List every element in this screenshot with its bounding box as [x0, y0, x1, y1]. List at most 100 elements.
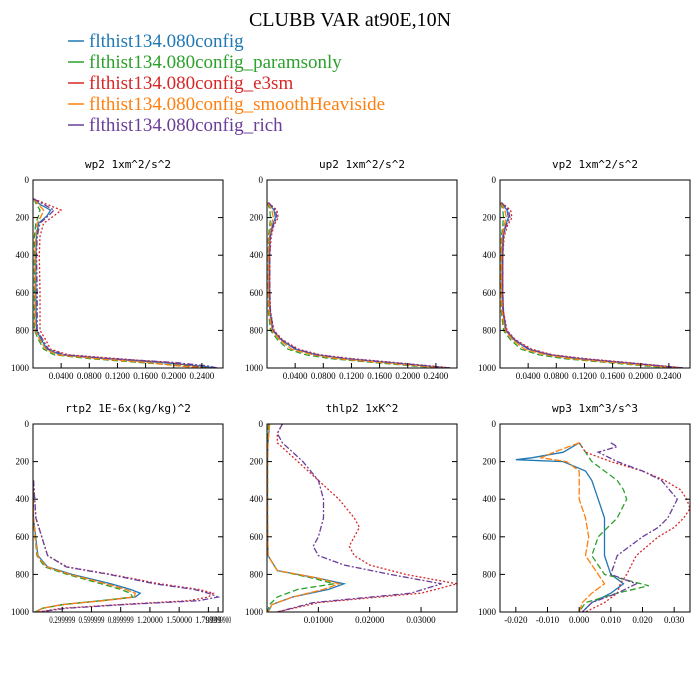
y-tick-label-5-4: 800 — [483, 569, 497, 579]
x-tick-label-2-2: 0.1200 — [572, 371, 597, 381]
series-line-5-0 — [515, 442, 625, 612]
y-tick-label-0-2: 400 — [16, 250, 30, 260]
y-tick-label-0-5: 1000 — [11, 363, 30, 373]
series-line-4-4 — [276, 424, 442, 612]
y-tick-label-4-2: 400 — [250, 494, 264, 504]
y-tick-label-2-4: 800 — [483, 325, 497, 335]
x-tick-label-1-2: 0.1200 — [339, 371, 364, 381]
series-line-1-3 — [267, 202, 447, 368]
x-tick-label-0-2: 0.1200 — [105, 371, 130, 381]
x-tick-label-0-0: 0.0400 — [49, 371, 74, 381]
x-tick-label-3-0: 0.299999 — [49, 615, 75, 625]
panel-title-2: vp2 1xm^2/s^2 — [552, 158, 638, 171]
plot-frame-3 — [32, 423, 224, 613]
x-tick-label-1-0: 0.0400 — [283, 371, 308, 381]
y-tick-label-1-5: 1000 — [245, 363, 264, 373]
x-tick-label-1-3: 0.1600 — [367, 371, 392, 381]
series-line-5-4 — [581, 442, 679, 612]
series-line-5-2 — [578, 442, 690, 612]
y-tick-label-5-3: 600 — [483, 532, 497, 542]
y-tick-label-4-3: 600 — [250, 532, 264, 542]
series-line-2-3 — [500, 202, 680, 368]
y-tick-label-3-1: 200 — [16, 457, 30, 467]
y-tick-label-4-5: 1000 — [245, 607, 264, 617]
y-tick-label-1-4: 800 — [250, 325, 264, 335]
legend-label-4: flthist134.080config_rich — [89, 115, 283, 136]
panel-5: wp3 1xm^3/s^3 0 200 400 600 800 1000 -0.020 -0.0… — [478, 402, 691, 625]
y-tick-label-2-2: 400 — [483, 250, 497, 260]
series-line-0-3 — [33, 198, 202, 368]
panel-title-0: wp2 1xm^2/s^2 — [85, 158, 171, 171]
x-tick-label-2-3: 0.1600 — [600, 371, 625, 381]
y-tick-label-2-5: 1000 — [478, 363, 497, 373]
x-tick-label-1-4: 0.2000 — [395, 371, 420, 381]
legend: flthist134.080configflthist134.080config… — [68, 31, 385, 136]
y-tick-label-4-0: 0 — [259, 419, 264, 429]
y-tick-label-3-4: 800 — [16, 569, 30, 579]
x-tick-label-0-3: 0.1600 — [133, 371, 158, 381]
legend-label-1: flthist134.080config_paramsonly — [89, 52, 342, 73]
panel-0: wp2 1xm^2/s^2 0 200 400 600 800 1000 0.0400 0.08… — [11, 158, 224, 381]
y-tick-label-1-2: 400 — [250, 250, 264, 260]
series-line-2-4 — [500, 202, 684, 368]
x-tick-label-5-5: 0.030 — [664, 615, 685, 625]
x-tick-label-3-6: 1.89999900 — [205, 615, 231, 625]
x-tick-label-1-5: 0.2400 — [424, 371, 449, 381]
x-tick-label-3-4: 1.50000 — [166, 615, 192, 625]
x-tick-label-5-3: 0.010 — [601, 615, 622, 625]
x-tick-label-3-1: 0.599999 — [78, 615, 104, 625]
y-tick-label-1-3: 600 — [250, 288, 264, 298]
series-line-5-1 — [578, 442, 649, 612]
series-line-1-4 — [267, 202, 451, 368]
y-tick-label-5-1: 200 — [483, 457, 497, 467]
series-line-3-4 — [33, 480, 221, 612]
series-line-0-4 — [33, 198, 218, 368]
y-tick-label-0-0: 0 — [25, 175, 30, 185]
y-tick-label-5-0: 0 — [492, 419, 497, 429]
legend-label-2: flthist134.080config_e3sm — [89, 73, 293, 94]
panel-3: rtp2 1E-6x(kg/kg)^2 0 200 400 600 800 1000 0.29… — [11, 402, 231, 625]
y-tick-label-1-0: 0 — [259, 175, 264, 185]
y-tick-label-0-3: 600 — [16, 288, 30, 298]
x-tick-label-0-1: 0.0800 — [77, 371, 102, 381]
plot-frame-0 — [32, 179, 224, 369]
x-tick-label-2-5: 0.2400 — [657, 371, 682, 381]
x-tick-label-3-2: 0.899999 — [108, 615, 134, 625]
y-tick-label-0-4: 800 — [16, 325, 30, 335]
panel-title-5: wp3 1xm^3/s^3 — [552, 402, 638, 415]
panel-title-3: rtp2 1E-6x(kg/kg)^2 — [65, 402, 191, 415]
x-tick-label-3-3: 1.20000 — [137, 615, 163, 625]
plot-frame-1 — [266, 179, 458, 369]
series-line-3-3 — [33, 480, 137, 612]
x-tick-label-1-1: 0.0800 — [311, 371, 336, 381]
y-tick-label-1-1: 200 — [250, 213, 264, 223]
panel-title-1: up2 1xm^2/s^2 — [319, 158, 405, 171]
y-tick-label-4-4: 800 — [250, 569, 264, 579]
series-line-4-2 — [276, 424, 457, 612]
y-tick-label-4-1: 200 — [250, 457, 264, 467]
y-tick-label-3-2: 400 — [16, 494, 30, 504]
x-tick-label-5-1: -0.010 — [536, 615, 560, 625]
panel-2: vp2 1xm^2/s^2 0 200 400 600 800 1000 0.0400 0.08… — [478, 158, 691, 381]
y-tick-label-3-3: 600 — [16, 532, 30, 542]
x-tick-label-0-4: 0.2000 — [161, 371, 186, 381]
y-tick-label-5-5: 1000 — [478, 607, 497, 617]
plot-frame-2 — [499, 179, 691, 369]
x-tick-label-2-1: 0.0800 — [544, 371, 569, 381]
x-tick-label-5-2: 0.000 — [569, 615, 590, 625]
y-tick-label-2-0: 0 — [492, 175, 497, 185]
y-tick-label-2-3: 600 — [483, 288, 497, 298]
plot-frame-5 — [499, 423, 691, 613]
series-line-5-3 — [538, 442, 606, 612]
legend-label-0: flthist134.080config — [89, 31, 244, 52]
y-tick-label-0-1: 200 — [16, 213, 30, 223]
plot-frame-4 — [266, 423, 458, 613]
y-tick-label-2-1: 200 — [483, 213, 497, 223]
x-tick-label-0-5: 0.2400 — [190, 371, 215, 381]
x-tick-label-5-4: 0.020 — [632, 615, 653, 625]
figure-title: CLUBB VAR at90E,10N — [249, 9, 451, 31]
x-tick-label-2-4: 0.2000 — [628, 371, 653, 381]
